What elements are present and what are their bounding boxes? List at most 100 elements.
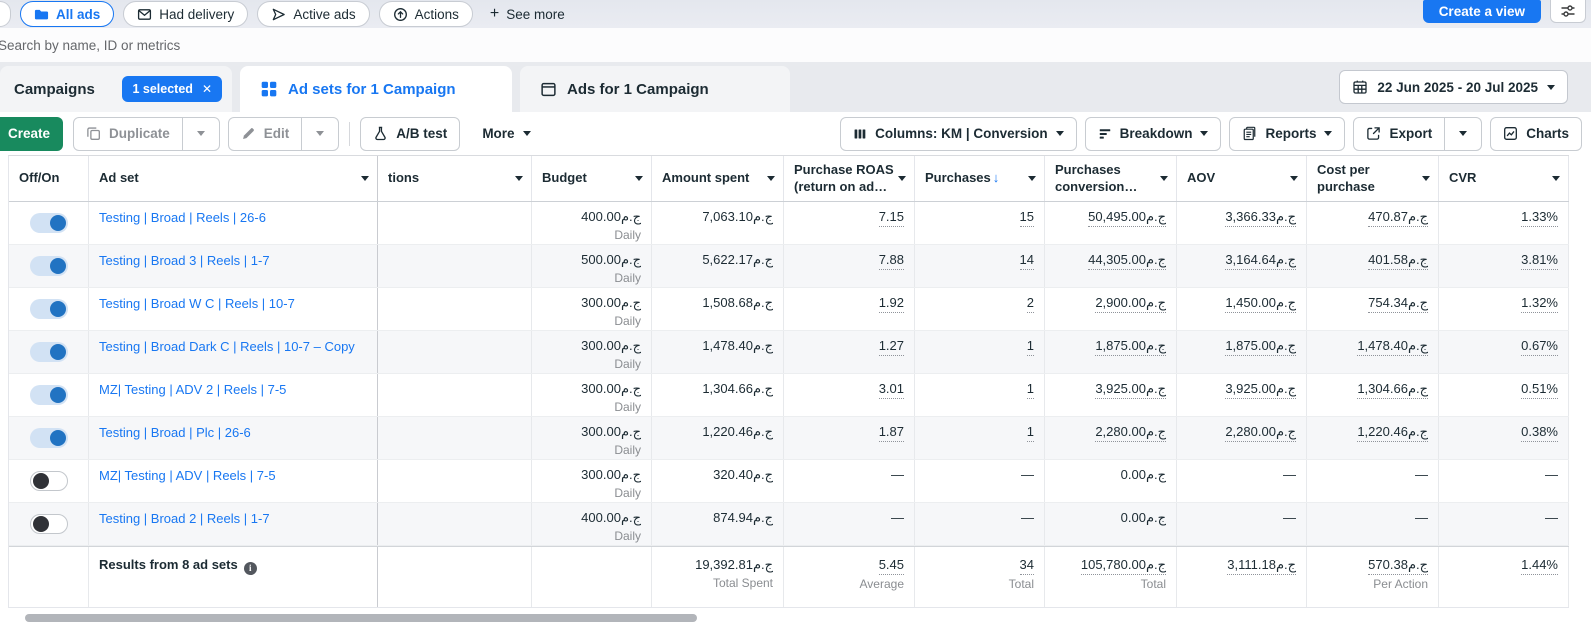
header-purchases-conversion[interactable]: Purchases conversion… xyxy=(1045,156,1177,201)
header-budget[interactable]: Budget xyxy=(532,156,652,201)
adset-toggle[interactable] xyxy=(30,213,68,233)
caret-down-icon xyxy=(1056,131,1064,136)
info-icon[interactable]: i xyxy=(244,562,257,575)
toggle-knob xyxy=(50,301,66,317)
cvr-cell: 0.38% xyxy=(1439,417,1569,459)
table-row: Testing | Broad W C | Reels | 10-7 300.0… xyxy=(9,288,1569,331)
adset-toggle[interactable] xyxy=(30,385,68,405)
budget-cell: 300.00ج.مDaily xyxy=(532,331,652,373)
attributions-cell xyxy=(378,503,532,545)
duplicate-dropdown[interactable] xyxy=(182,118,219,150)
attributions-cell xyxy=(378,288,532,330)
adset-name-link[interactable]: Testing | Broad 2 | Reels | 1-7 xyxy=(99,511,270,526)
reports-button[interactable]: Reports xyxy=(1229,117,1345,151)
header-ad-set[interactable]: Ad set xyxy=(89,156,378,201)
header-cvr[interactable]: CVR xyxy=(1439,156,1569,201)
duplicate-icon xyxy=(86,126,101,141)
adset-name-link[interactable]: MZ| Testing | ADV 2 | Reels | 7-5 xyxy=(99,382,286,397)
sort-descending-icon: ↓ xyxy=(993,170,1000,186)
adset-name-link[interactable]: Testing | Broad Dark C | Reels | 10-7 – … xyxy=(99,339,355,354)
amount-spent-cell: 1,220.46ج.م xyxy=(652,417,784,459)
adset-name-link[interactable]: Testing | Broad 3 | Reels | 1-7 xyxy=(99,253,270,268)
see-more-button[interactable]: + See more xyxy=(484,6,571,22)
columns-label: Columns: KM | Conversion xyxy=(875,126,1048,141)
aov-cell: 2,280.00ج.م xyxy=(1177,417,1307,459)
aov-cell: 3,164.64ج.م xyxy=(1177,245,1307,287)
export-button[interactable]: Export xyxy=(1354,118,1444,150)
flask-icon xyxy=(373,126,388,141)
header-attributions-truncated[interactable]: tions xyxy=(378,156,532,201)
scrollbar-thumb[interactable] xyxy=(25,614,697,622)
budget-cell: 400.00ج.مDaily xyxy=(532,202,652,244)
caret-down-icon xyxy=(1422,176,1430,181)
conversion-value-cell: 44,305.00ج.م xyxy=(1045,245,1177,287)
adset-toggle[interactable] xyxy=(30,471,68,491)
header-aov[interactable]: AOV xyxy=(1177,156,1307,201)
export-dropdown[interactable] xyxy=(1444,118,1481,150)
close-icon[interactable]: ✕ xyxy=(202,82,212,96)
more-button[interactable]: More xyxy=(472,126,540,141)
filter-pill-active-ads[interactable]: Active ads xyxy=(257,1,369,27)
breakdown-label: Breakdown xyxy=(1120,126,1193,141)
selected-count-badge[interactable]: 1 selected ✕ xyxy=(122,76,222,102)
create-button[interactable]: Create xyxy=(0,117,63,151)
filter-pill-had-delivery[interactable]: Had delivery xyxy=(123,1,248,27)
cvr-cell: 1.33% xyxy=(1439,202,1569,244)
adsets-table: Off/On Ad set tions Budget Amount spent … xyxy=(8,155,1569,608)
breakdown-button[interactable]: Breakdown xyxy=(1085,117,1222,151)
summary-cvr: 1.44% xyxy=(1439,547,1569,607)
aov-cell: 3,925.00ج.م xyxy=(1177,374,1307,416)
conversion-value-cell: 2,280.00ج.م xyxy=(1045,417,1177,459)
tab-ads[interactable]: Ads for 1 Campaign xyxy=(520,66,790,112)
tab-ad-sets-label: Ad sets for 1 Campaign xyxy=(288,81,456,98)
edit-dropdown[interactable] xyxy=(301,118,338,150)
duplicate-button[interactable]: Duplicate xyxy=(74,118,182,150)
filter-pill-actions[interactable]: Actions xyxy=(379,1,473,27)
adset-toggle[interactable] xyxy=(30,514,68,534)
aov-cell: — xyxy=(1177,460,1307,502)
reports-icon xyxy=(1242,126,1257,141)
view-settings-button[interactable] xyxy=(1550,0,1586,23)
attributions-cell xyxy=(378,460,532,502)
sliders-icon xyxy=(1560,3,1576,19)
purchases-cell: 1 xyxy=(915,417,1045,459)
caret-down-icon xyxy=(1547,85,1555,90)
roas-cell: 7.88 xyxy=(784,245,915,287)
columns-button[interactable]: Columns: KM | Conversion xyxy=(840,117,1077,151)
purchases-cell: 15 xyxy=(915,202,1045,244)
ad-sets-grid-icon xyxy=(260,80,278,98)
header-amount-spent[interactable]: Amount spent xyxy=(652,156,784,201)
adset-toggle[interactable] xyxy=(30,256,68,276)
charts-button[interactable]: Charts xyxy=(1490,117,1582,151)
adset-toggle[interactable] xyxy=(30,428,68,448)
toggle-knob xyxy=(50,430,66,446)
search-input[interactable] xyxy=(0,38,598,53)
adset-toggle[interactable] xyxy=(30,299,68,319)
summary-amount-spent: 19,392.81ج.مTotal Spent xyxy=(652,547,784,607)
edit-button[interactable]: Edit xyxy=(229,118,302,150)
cvr-cell: — xyxy=(1439,503,1569,545)
create-view-button[interactable]: Create a view xyxy=(1423,0,1541,23)
date-range-picker[interactable]: 22 Jun 2025 - 20 Jul 2025 xyxy=(1339,70,1568,104)
header-purchases[interactable]: Purchases↓ xyxy=(915,156,1045,201)
adset-name-link[interactable]: MZ| Testing | ADV | Reels | 7-5 xyxy=(99,468,276,483)
tab-ad-sets[interactable]: Ad sets for 1 Campaign xyxy=(240,66,512,112)
amount-spent-cell: 1,508.68ج.م xyxy=(652,288,784,330)
adset-name-link[interactable]: Testing | Broad W C | Reels | 10-7 xyxy=(99,296,295,311)
filter-pill-label: Actions xyxy=(415,7,459,22)
tab-campaigns[interactable]: Campaigns 1 selected ✕ xyxy=(0,66,232,112)
header-cost-per-purchase[interactable]: Cost per purchase xyxy=(1307,156,1439,201)
search-bar xyxy=(0,28,1591,62)
cost-per-purchase-cell: — xyxy=(1307,503,1439,545)
filter-pill-all-ads[interactable]: All ads xyxy=(20,1,114,27)
edit-label: Edit xyxy=(264,126,290,141)
pencil-icon xyxy=(241,126,256,141)
caret-down-icon xyxy=(1028,176,1036,181)
adset-name-link[interactable]: Testing | Broad | Plc | 26-6 xyxy=(99,425,251,440)
ab-test-button[interactable]: A/B test xyxy=(360,117,460,151)
header-purchase-roas[interactable]: Purchase ROAS (return on ad… xyxy=(784,156,915,201)
level-tabs: Campaigns 1 selected ✕ Ad sets for 1 Cam… xyxy=(0,62,1591,112)
adset-name-link[interactable]: Testing | Broad | Reels | 26-6 xyxy=(99,210,266,225)
adset-toggle[interactable] xyxy=(30,342,68,362)
budget-cell: 400.00ج.مDaily xyxy=(532,503,652,545)
